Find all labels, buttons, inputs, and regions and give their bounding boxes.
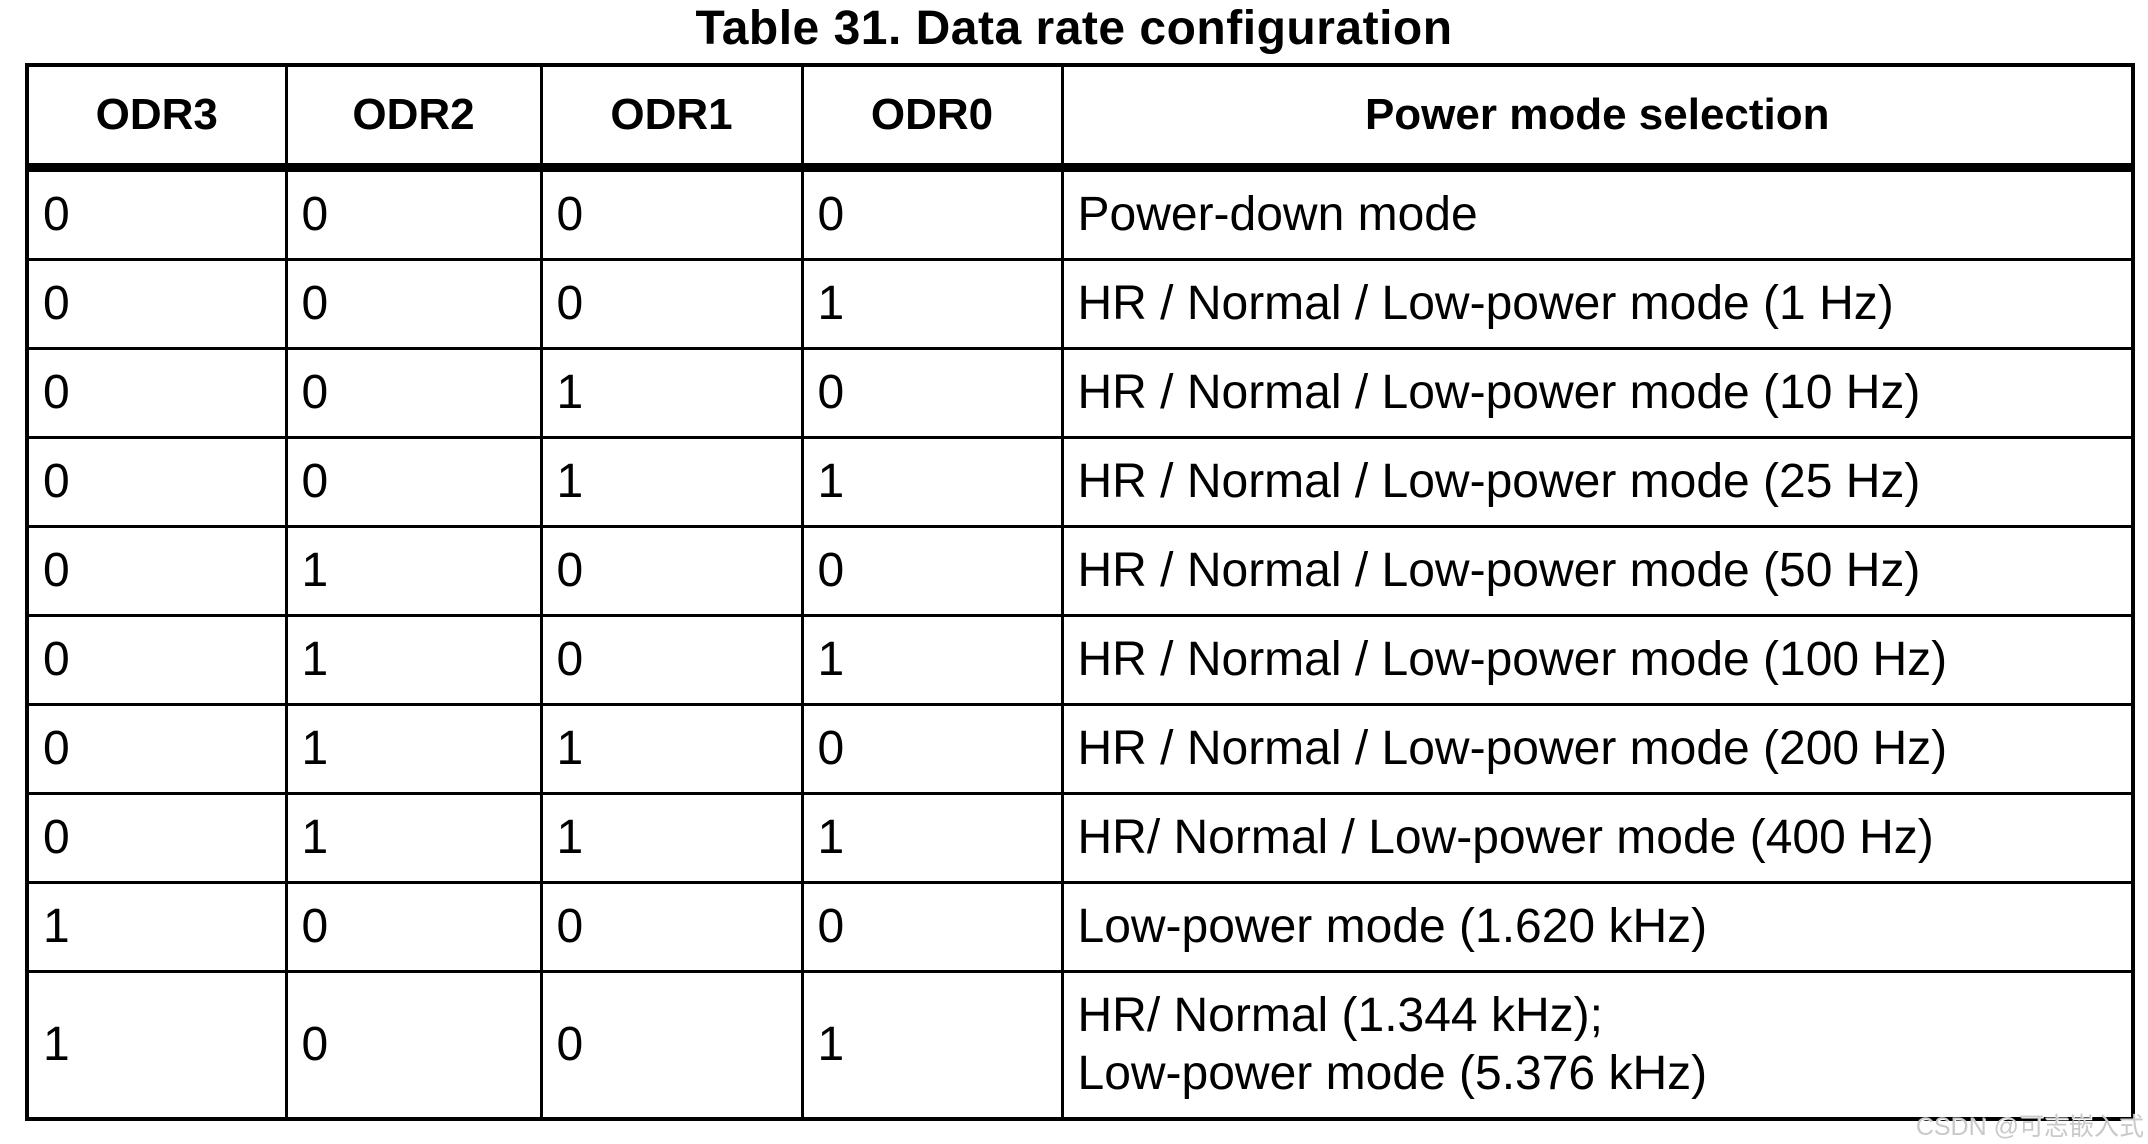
watermark: CSDN @可志嵌入式 bbox=[1915, 1113, 2144, 1141]
table-row: 0 1 0 0 HR / Normal / Low-power mode (50 Hz) bbox=[25, 525, 2135, 617]
odr0-cell: 1 bbox=[800, 614, 1064, 706]
odr1-cell: 0 bbox=[539, 614, 804, 706]
odr1-cell: 0 bbox=[539, 525, 804, 617]
table-body: 0 0 0 0 Power-down mode 0 0 0 1 HR / Normal / Low… bbox=[25, 166, 2135, 1121]
mode-cell: HR / Normal / Low-power mode (50 Hz) bbox=[1060, 525, 2135, 617]
odr0-cell: 1 bbox=[800, 258, 1064, 350]
odr3-cell: 0 bbox=[25, 258, 288, 350]
column-header-odr3: ODR3 bbox=[25, 63, 288, 172]
table-row: 0 0 1 1 HR / Normal / Low-power mode (25 Hz) bbox=[25, 436, 2135, 528]
odr2-cell: 0 bbox=[284, 166, 543, 261]
table-row: 0 0 0 0 Power-down mode bbox=[25, 166, 2135, 261]
mode-cell: Power-down mode bbox=[1060, 166, 2135, 261]
odr2-cell: 0 bbox=[284, 347, 543, 439]
odr1-cell: 0 bbox=[539, 166, 804, 261]
column-header-odr0: ODR0 bbox=[800, 63, 1064, 172]
odr2-cell: 0 bbox=[284, 881, 543, 973]
odr2-cell: 1 bbox=[284, 525, 543, 617]
odr2-cell: 0 bbox=[284, 258, 543, 350]
column-header-power-mode: Power mode selection bbox=[1060, 63, 2135, 172]
table-header: ODR3 ODR2 ODR1 ODR0 Power mode selection bbox=[25, 63, 2135, 172]
odr2-cell: 1 bbox=[284, 614, 543, 706]
odr0-cell: 0 bbox=[800, 166, 1064, 261]
odr1-cell: 1 bbox=[539, 347, 804, 439]
odr0-cell: 1 bbox=[800, 436, 1064, 528]
odr2-cell: 1 bbox=[284, 792, 543, 884]
odr0-cell: 1 bbox=[800, 792, 1064, 884]
mode-cell: HR / Normal / Low-power mode (10 Hz) bbox=[1060, 347, 2135, 439]
table-row: 1 0 0 1 HR/ Normal (1.344 kHz); Low-power mo… bbox=[25, 970, 2135, 1121]
table-row: 0 0 1 0 HR / Normal / Low-power mode (10 Hz) bbox=[25, 347, 2135, 439]
column-header-odr1: ODR1 bbox=[539, 63, 804, 172]
mode-cell: HR/ Normal / Low-power mode (400 Hz) bbox=[1060, 792, 2135, 884]
odr1-cell: 1 bbox=[539, 703, 804, 795]
table-row: 0 1 0 1 HR / Normal / Low-power mode (100 Hz… bbox=[25, 614, 2135, 706]
odr0-cell: 0 bbox=[800, 881, 1064, 973]
odr1-cell: 1 bbox=[539, 792, 804, 884]
odr3-cell: 1 bbox=[25, 881, 288, 973]
mode-cell: HR / Normal / Low-power mode (200 Hz) bbox=[1060, 703, 2135, 795]
odr1-cell: 0 bbox=[539, 881, 804, 973]
mode-cell: Low-power mode (1.620 kHz) bbox=[1060, 881, 2135, 973]
mode-cell: HR/ Normal (1.344 kHz); Low-power mode (… bbox=[1060, 970, 2135, 1121]
table-row: 0 1 1 1 HR/ Normal / Low-power mode (400 Hz) bbox=[25, 792, 2135, 884]
odr3-cell: 0 bbox=[25, 525, 288, 617]
mode-cell: HR / Normal / Low-power mode (100 Hz) bbox=[1060, 614, 2135, 706]
odr0-cell: 0 bbox=[800, 525, 1064, 617]
table-row: 0 0 0 1 HR / Normal / Low-power mode (1 Hz) bbox=[25, 258, 2135, 350]
odr3-cell: 0 bbox=[25, 436, 288, 528]
odr2-cell: 0 bbox=[284, 436, 543, 528]
odr2-cell: 0 bbox=[284, 970, 543, 1121]
odr3-cell: 0 bbox=[25, 703, 288, 795]
odr3-cell: 0 bbox=[25, 166, 288, 261]
odr0-cell: 0 bbox=[800, 703, 1064, 795]
odr1-cell: 0 bbox=[539, 970, 804, 1121]
odr0-cell: 1 bbox=[800, 970, 1064, 1121]
table-row: 1 0 0 0 Low-power mode (1.620 kHz) bbox=[25, 881, 2135, 973]
odr3-cell: 0 bbox=[25, 347, 288, 439]
mode-cell: HR / Normal / Low-power mode (25 Hz) bbox=[1060, 436, 2135, 528]
odr0-cell: 0 bbox=[800, 347, 1064, 439]
odr3-cell: 0 bbox=[25, 614, 288, 706]
table-title: Table 31. Data rate configuration bbox=[695, 2, 1453, 55]
table-row: 0 1 1 0 HR / Normal / Low-power mode (200 Hz… bbox=[25, 703, 2135, 795]
odr1-cell: 0 bbox=[539, 258, 804, 350]
column-header-odr2: ODR2 bbox=[284, 63, 543, 172]
data-rate-table: ODR3 ODR2 ODR1 ODR0 Power mode selection… bbox=[25, 63, 2135, 1121]
odr3-cell: 1 bbox=[25, 970, 288, 1121]
odr2-cell: 1 bbox=[284, 703, 543, 795]
header-row: ODR3 ODR2 ODR1 ODR0 Power mode selection bbox=[25, 63, 2135, 172]
odr1-cell: 1 bbox=[539, 436, 804, 528]
odr3-cell: 0 bbox=[25, 792, 288, 884]
mode-cell: HR / Normal / Low-power mode (1 Hz) bbox=[1060, 258, 2135, 350]
